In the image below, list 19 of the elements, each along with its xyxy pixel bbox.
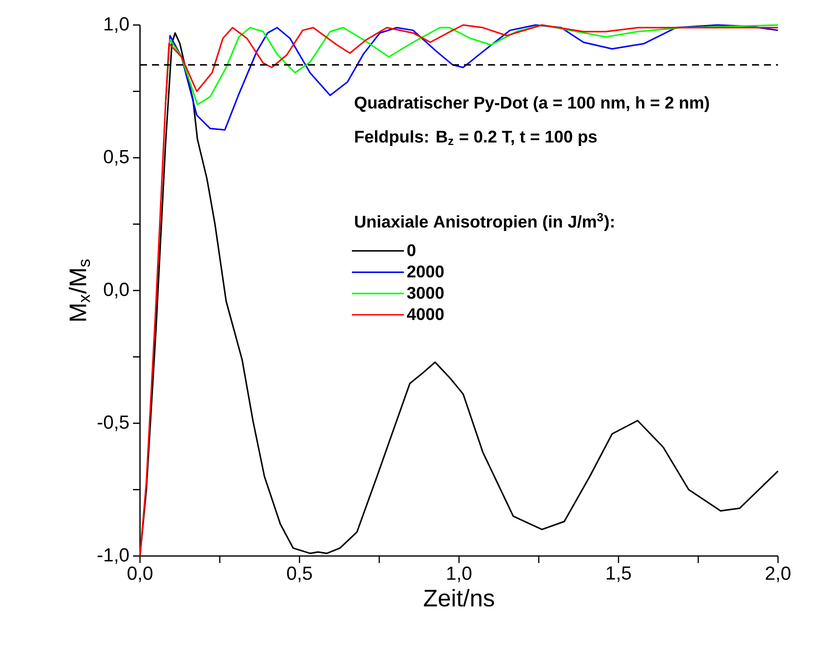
x-tick-label: 2,0 bbox=[766, 566, 790, 582]
legend-label: 4000 bbox=[406, 308, 444, 320]
x-tick-label: 0,5 bbox=[287, 566, 312, 582]
x-tick-label: 1,5 bbox=[606, 566, 631, 582]
legend-title: Uniaxiale Anisotropien (in J/m$^{3}$): bbox=[355, 212, 614, 232]
annotation: Quadratischer Py-Dot (a = 100 nm, h = 2 nm) bbox=[354, 96, 709, 112]
y-axis-title: M$_{x}$/M$_{s}$ bbox=[68, 259, 90, 321]
y-tick-label: -0,5 bbox=[98, 415, 129, 432]
annotation: Feldpuls: B$_{z}$ = 0.2 T, t = 100 ps bbox=[355, 130, 597, 146]
x-axis-title: Zeit/ns bbox=[424, 588, 494, 607]
legend-label: 0 bbox=[407, 244, 416, 256]
legend-label: 2000 bbox=[407, 266, 444, 278]
y-tick-label: -1,0 bbox=[98, 548, 129, 564]
legend-label: 3000 bbox=[407, 286, 444, 299]
x-tick-label: 1,0 bbox=[447, 566, 472, 582]
y-tick-label: 0,0 bbox=[104, 282, 129, 298]
y-tick-label: 1,0 bbox=[104, 17, 129, 33]
x-tick-label: 0,0 bbox=[128, 566, 152, 582]
y-tick-label: 0,5 bbox=[104, 150, 129, 166]
